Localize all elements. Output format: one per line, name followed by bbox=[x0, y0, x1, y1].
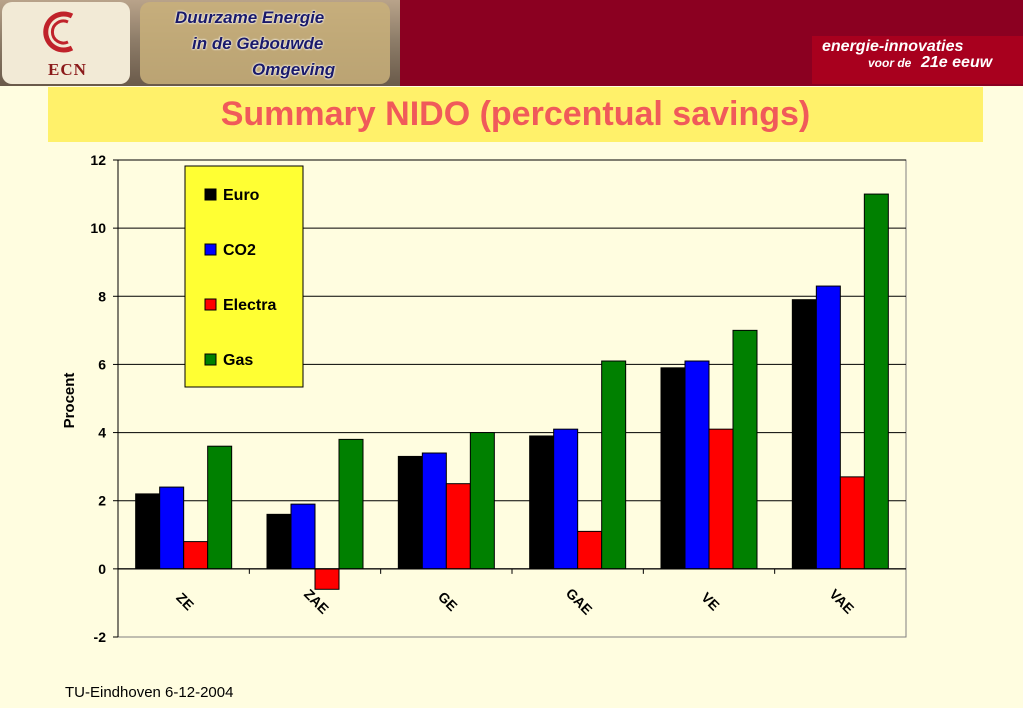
bar-euro-zae bbox=[266, 513, 292, 570]
bar-gas-zae bbox=[338, 438, 364, 570]
bar-electra-zae bbox=[314, 568, 340, 590]
bar-gas-ge bbox=[469, 432, 495, 570]
bar-euro-ve bbox=[660, 367, 686, 570]
bar-gas-vae bbox=[863, 193, 889, 570]
legend-swatch-gas bbox=[204, 353, 217, 366]
legend-label-gas: Gas bbox=[223, 352, 253, 369]
legend-label-co2: CO2 bbox=[223, 242, 256, 259]
bar-electra-gae bbox=[577, 530, 603, 570]
project-line-2: in de Gebouwde bbox=[192, 34, 324, 53]
legend-label-euro: Euro bbox=[223, 187, 260, 204]
bar-co2-ze bbox=[159, 486, 185, 570]
bar-euro-vae bbox=[791, 299, 817, 570]
y-axis-label: Procent bbox=[61, 373, 78, 429]
logo-text: ECN bbox=[48, 60, 87, 79]
y-tick-label: 8 bbox=[98, 288, 106, 304]
bar-euro-ge bbox=[397, 455, 423, 570]
bar-co2-ge bbox=[421, 452, 447, 570]
title-bar: Summary NIDO (percentual savings) bbox=[48, 87, 983, 142]
bar-co2-gae bbox=[553, 428, 579, 570]
bar-euro-ze bbox=[135, 493, 161, 570]
y-tick-label: 2 bbox=[98, 493, 106, 509]
bar-electra-ge bbox=[445, 483, 471, 570]
page-title: Summary NIDO (percentual savings) bbox=[220, 95, 811, 133]
bar-gas-gae bbox=[601, 360, 627, 570]
y-tick-label: -2 bbox=[94, 629, 107, 645]
bar-electra-ze bbox=[183, 541, 209, 570]
tagline-box bbox=[812, 36, 1023, 84]
legend-swatch-euro bbox=[204, 188, 217, 201]
y-tick-label: 12 bbox=[90, 152, 106, 168]
project-line-1: Duurzame Energie bbox=[175, 8, 325, 27]
y-tick-label: 4 bbox=[98, 425, 106, 441]
bar-co2-zae bbox=[290, 503, 316, 570]
bar-co2-vae bbox=[815, 285, 841, 570]
ecn-logo-icon bbox=[43, 11, 74, 53]
header-banner: ECN Duurzame Energie in de Gebouwde Omge… bbox=[0, 0, 1023, 86]
footer-text: TU-Eindhoven 6-12-2004 bbox=[65, 684, 234, 701]
project-line-3: Omgeving bbox=[252, 60, 336, 79]
legend-swatch-co2 bbox=[204, 243, 217, 256]
bar-gas-ze bbox=[207, 445, 233, 570]
y-tick-label: 6 bbox=[98, 356, 106, 372]
bar-gas-ve bbox=[732, 329, 758, 570]
legend bbox=[184, 165, 304, 388]
legend-swatch-electra bbox=[204, 298, 217, 311]
bar-electra-ve bbox=[708, 428, 734, 570]
tagline-line-2: voor de bbox=[868, 56, 912, 70]
bar-euro-gae bbox=[529, 435, 555, 570]
bar-co2-ve bbox=[684, 360, 710, 570]
tagline-line-3: 21e eeuw bbox=[921, 54, 993, 71]
y-tick-label: 0 bbox=[98, 561, 106, 577]
y-tick-label: 10 bbox=[90, 220, 106, 236]
legend-label-electra: Electra bbox=[223, 297, 276, 314]
tagline-line-1: energie-innovaties bbox=[822, 38, 964, 55]
project-puzzle-piece bbox=[140, 2, 390, 84]
bar-electra-vae bbox=[839, 476, 865, 570]
